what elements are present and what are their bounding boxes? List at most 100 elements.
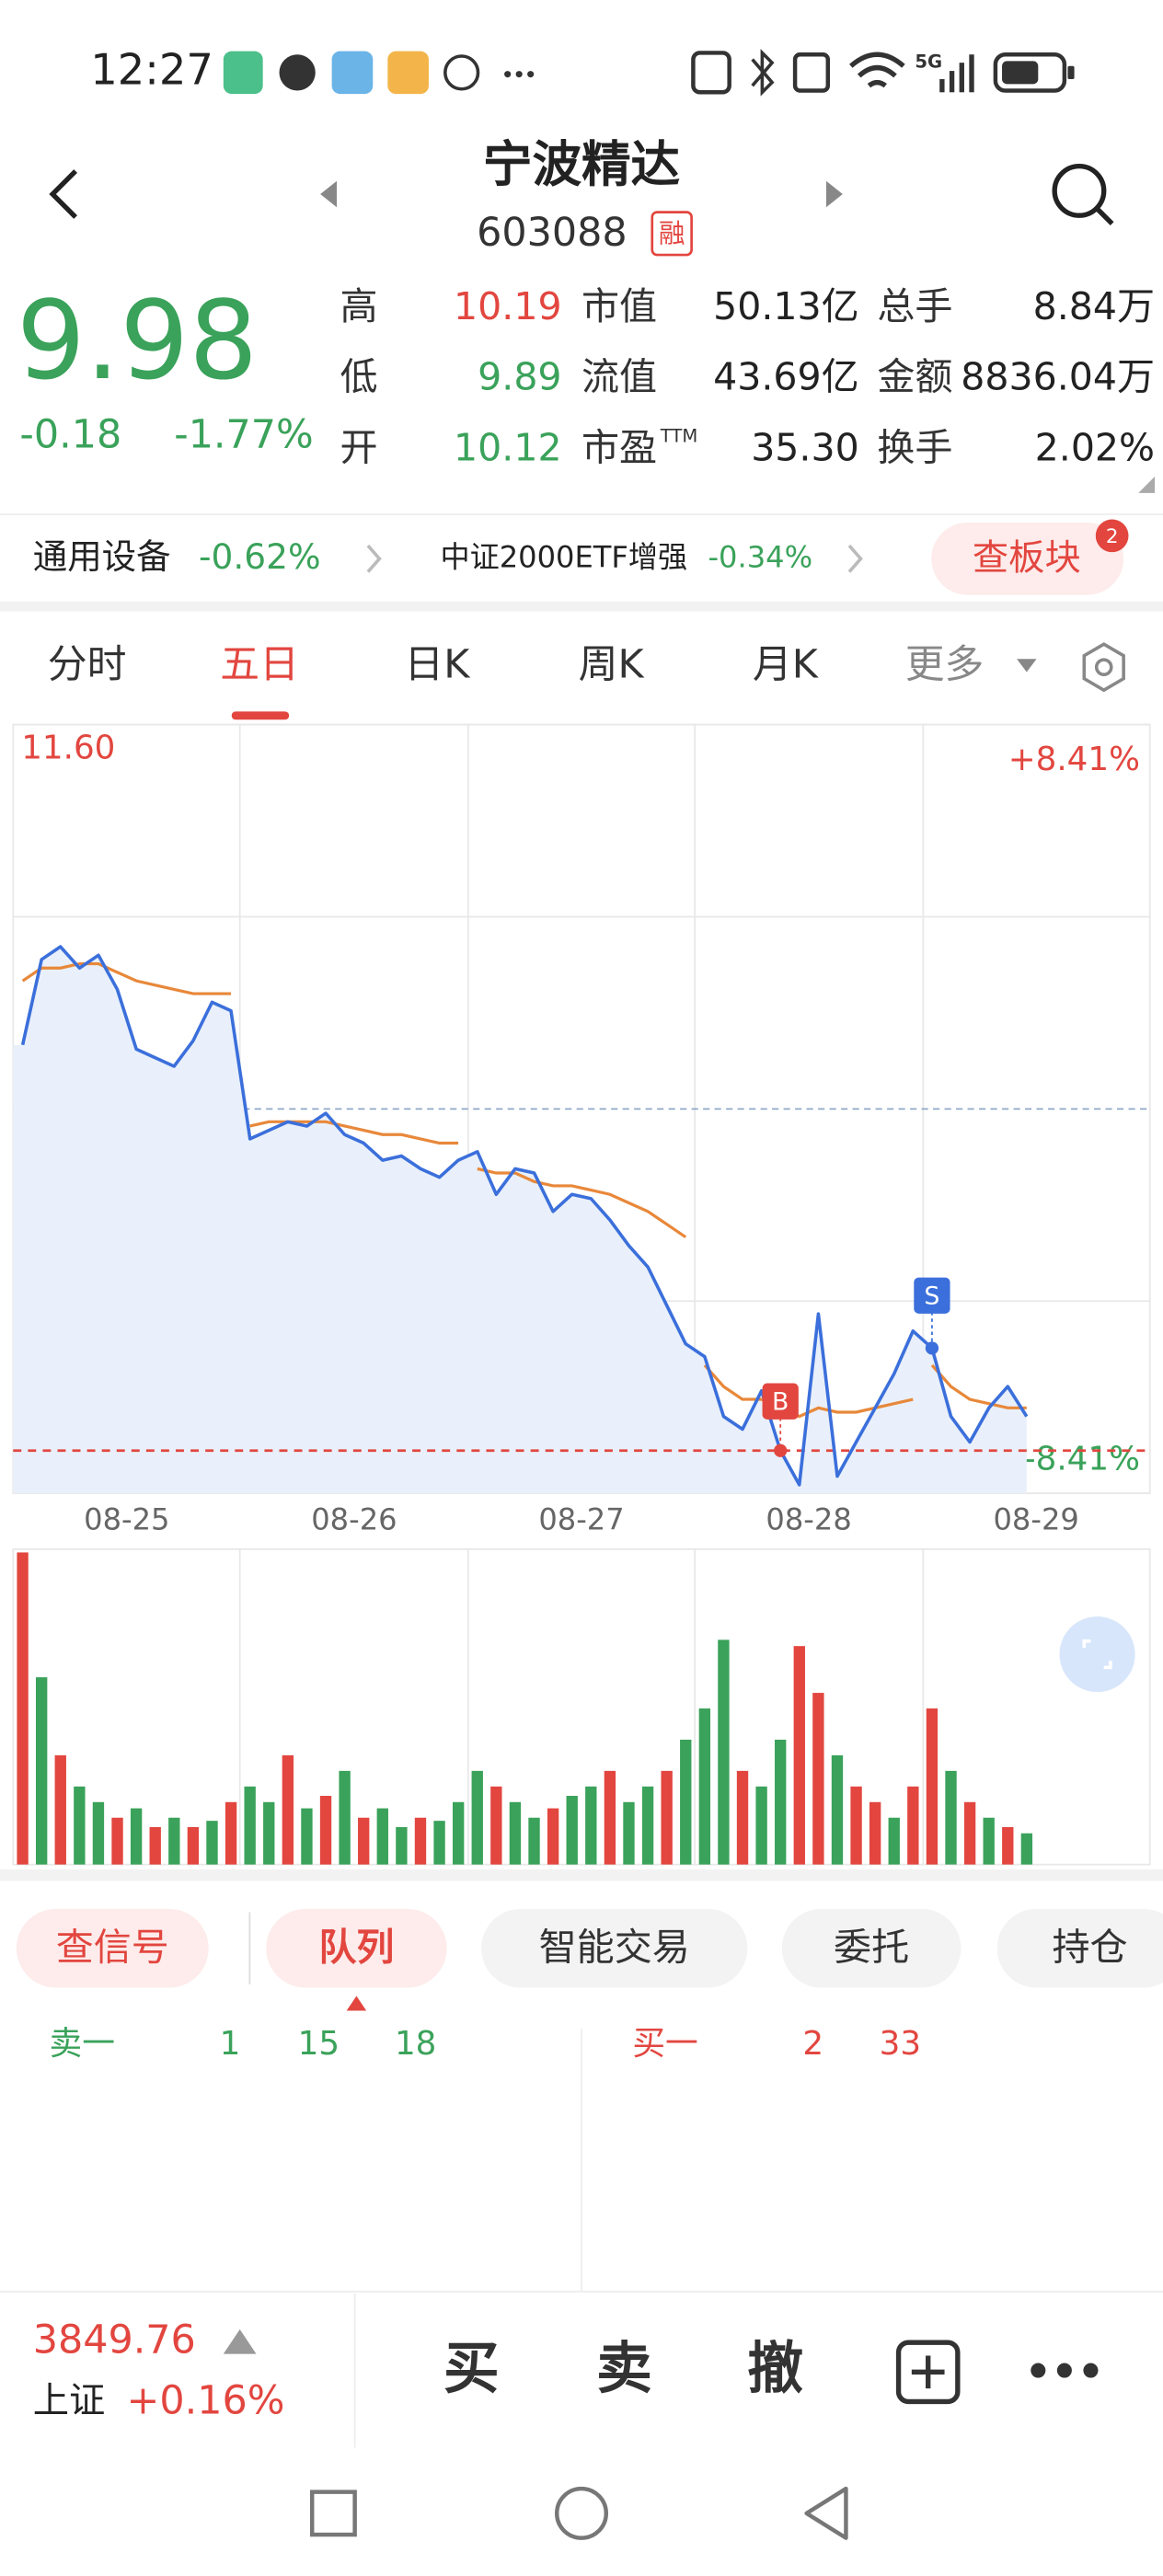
volume-bar (282, 1754, 294, 1865)
more-button[interactable] (1031, 2363, 1099, 2378)
volume-bar (319, 1796, 332, 1865)
network-label: 5G (915, 52, 942, 73)
dropdown-icon[interactable] (1017, 659, 1037, 673)
action-pill[interactable] (481, 1908, 748, 1988)
stat-label: 流值 (582, 355, 657, 399)
index-name[interactable]: 上证 (33, 2381, 106, 2422)
prev-stock[interactable] (320, 180, 337, 208)
x-tick-label: 08-27 (538, 1502, 624, 1537)
tab[interactable]: 更多 (905, 642, 985, 688)
volume-bar (661, 1770, 673, 1865)
expand-button[interactable] (1059, 1616, 1135, 1693)
sector-button-text[interactable]: 查板块 (973, 538, 1081, 580)
vibrate-icon (792, 52, 831, 93)
action-pill[interactable] (781, 1908, 961, 1988)
volume-bar (452, 1801, 465, 1865)
sell-button[interactable]: 卖 (596, 2337, 652, 2401)
stock-name: 宁波精达 (483, 135, 680, 193)
action-label[interactable]: 持仓 (1053, 1925, 1128, 1969)
volume-bar (92, 1801, 105, 1865)
action-label[interactable]: 查信号 (56, 1925, 169, 1969)
volume-bar (945, 1770, 957, 1865)
volume-bar (74, 1786, 86, 1865)
sector-change: -0.62% (199, 536, 321, 577)
stat-value: 10.19 (454, 284, 562, 328)
volume-bar (831, 1754, 844, 1865)
marker-badge (762, 1383, 799, 1420)
volume-bar (604, 1770, 616, 1865)
action-label[interactable]: 队列 (318, 1925, 394, 1969)
action-pill[interactable] (16, 1908, 209, 1988)
tab[interactable]: 五日 (220, 642, 299, 688)
back-button[interactable] (49, 169, 78, 219)
badge-text: 2 (1106, 525, 1119, 548)
x-tick-label: 08-25 (84, 1502, 169, 1537)
tab[interactable]: 分时 (48, 642, 127, 688)
volume-bar (358, 1817, 370, 1865)
volume-bar (869, 1801, 881, 1865)
buy-qty: 33 (880, 2025, 921, 2063)
cancel-button[interactable]: 撤 (747, 2337, 803, 2401)
volume-bar (888, 1817, 900, 1865)
volume-bar (490, 1786, 502, 1865)
index-value[interactable]: 3849.76 (33, 2317, 196, 2363)
volume-bar (718, 1639, 730, 1865)
stat-value: 43.69亿 (713, 355, 859, 399)
stat-label-sup: TTM (660, 426, 698, 447)
stat-value: 8836.04万 (961, 355, 1155, 399)
volume-bar (206, 1821, 218, 1865)
active-pointer (346, 1995, 367, 2011)
sell-label: 卖一 (50, 2025, 115, 2063)
battery-tip (1067, 65, 1075, 80)
volume-bar (54, 1754, 66, 1865)
app-icon (387, 51, 429, 95)
volume-bar (301, 1808, 313, 1865)
price: 9.98 (17, 278, 258, 404)
settings-icon[interactable] (1082, 642, 1125, 693)
nav-home[interactable] (554, 2486, 609, 2540)
stat-value: 10.12 (454, 425, 562, 469)
add-button[interactable] (895, 2340, 961, 2405)
tab[interactable]: 月K (753, 642, 819, 688)
tab[interactable]: 日K (404, 642, 470, 688)
price-area (13, 947, 1027, 1494)
add-icon (911, 2355, 945, 2389)
nav-recent[interactable] (309, 2490, 357, 2537)
volume-bar (130, 1808, 143, 1865)
fold-icon[interactable] (1138, 477, 1156, 493)
stat-label: 换手 (877, 425, 952, 469)
volume-bar (1020, 1833, 1033, 1865)
stock-code: 603088 (477, 210, 627, 256)
sector-name[interactable]: 中证2000ETF增强 (440, 539, 687, 574)
bt-icon (751, 49, 775, 97)
volume-bar (263, 1801, 275, 1865)
tab[interactable]: 周K (579, 642, 645, 688)
action-label[interactable]: 委托 (834, 1925, 909, 1969)
buy-label: 买一 (632, 2025, 697, 2063)
action-pill[interactable] (996, 1908, 1163, 1988)
x-tick-label: 08-29 (993, 1502, 1078, 1537)
sector-button[interactable] (931, 523, 1124, 595)
search-button[interactable] (1052, 163, 1107, 218)
volume-bar (850, 1786, 862, 1865)
average-line (930, 1363, 1027, 1409)
nav-back[interactable] (804, 2486, 848, 2540)
tab-indicator (231, 711, 290, 720)
volume-bar (111, 1817, 123, 1865)
volume-bar (168, 1817, 180, 1865)
action-label[interactable]: 智能交易 (539, 1925, 690, 1969)
action-pill[interactable] (266, 1908, 447, 1988)
sector-name[interactable]: 通用设备 (33, 536, 171, 577)
margin-badge (651, 211, 693, 257)
volume-bar (187, 1826, 200, 1865)
index-change: +0.16% (126, 2378, 284, 2424)
buy-button[interactable]: 买 (443, 2337, 500, 2401)
next-stock[interactable] (826, 180, 843, 208)
index-arrow (223, 2329, 257, 2354)
band (0, 1869, 1163, 1881)
price-line (20, 945, 1029, 1487)
stat-label: 开 (340, 425, 378, 469)
volume-bar (907, 1786, 919, 1865)
volume-bar (339, 1770, 351, 1865)
